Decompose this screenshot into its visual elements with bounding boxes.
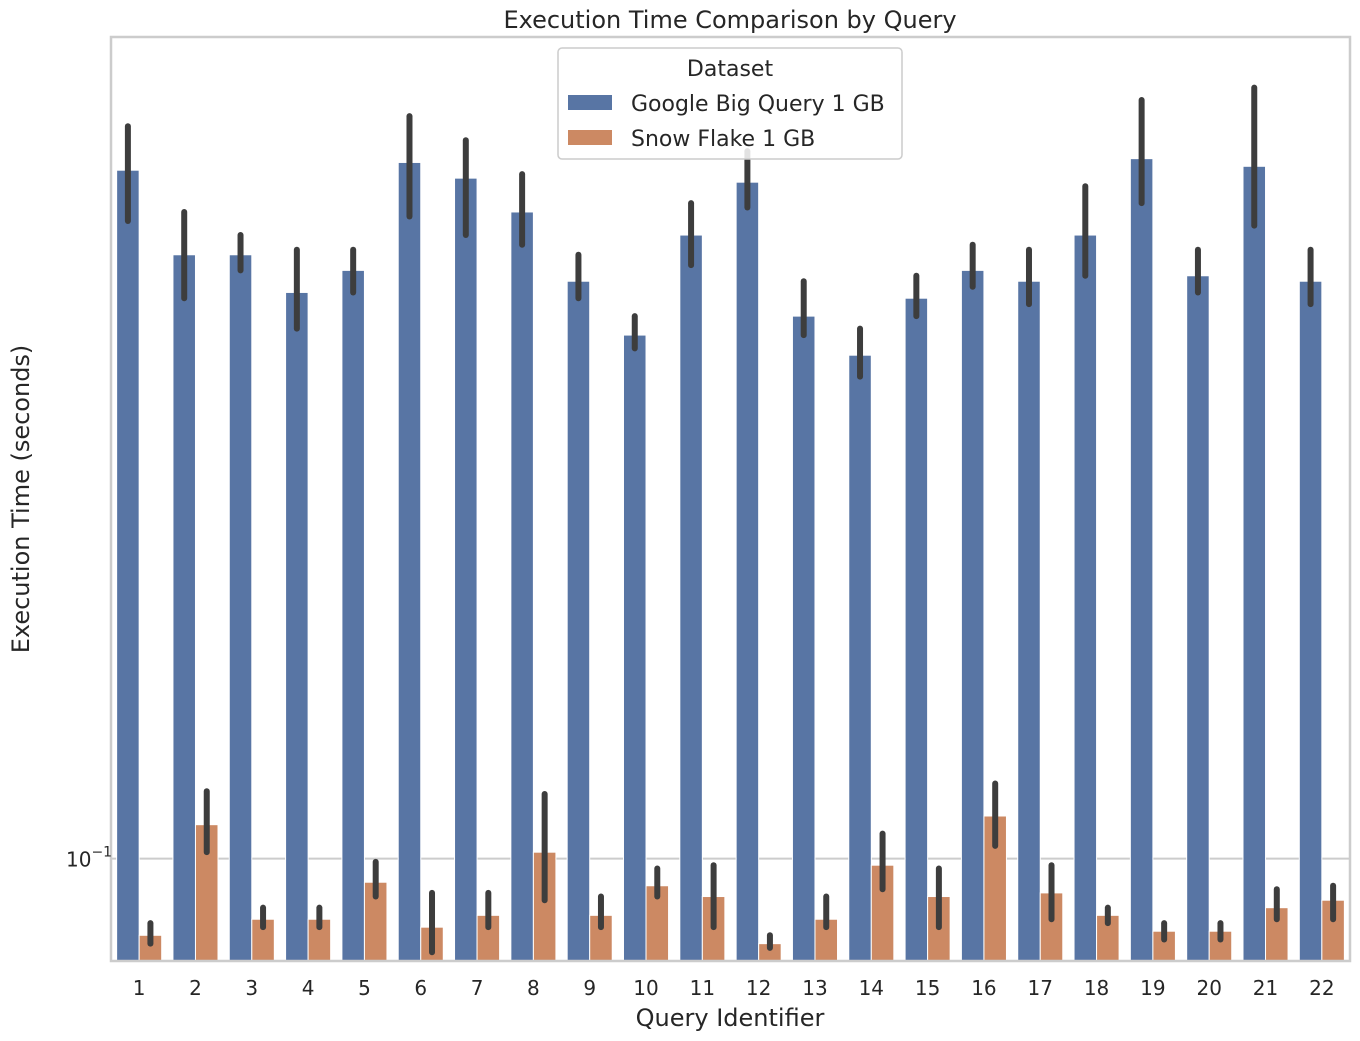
bar-q19-google-big-query xyxy=(1129,158,1154,962)
legend: Dataset Google Big Query 1 GB Snow Flake… xyxy=(557,47,903,160)
x-tick-label: 4 xyxy=(302,976,315,1000)
x-tick-label: 15 xyxy=(915,976,940,1000)
bar-q8-google-big-query xyxy=(510,211,534,962)
bar-q9-google-big-query xyxy=(566,280,591,962)
y-axis-label: Execution Time (seconds) xyxy=(7,345,35,654)
x-tick-label: 18 xyxy=(1084,976,1109,1000)
x-tick-label: 2 xyxy=(189,976,202,1000)
x-tick-label: 10 xyxy=(633,976,658,1000)
bar-q7-google-big-query xyxy=(454,177,478,962)
x-tick-label: 9 xyxy=(583,976,596,1000)
bar-q3-google-big-query xyxy=(228,254,253,962)
y-tick-labels: 10−1 xyxy=(66,845,112,872)
bar-q20-google-big-query xyxy=(1186,275,1210,962)
x-tick-label: 6 xyxy=(414,976,427,1000)
x-tick-labels: 1 2 3 4 5 6 7 8 9 10 11 12 13 14 15 16 17 18 19 20 21 22 xyxy=(133,976,1335,1000)
bar-q13-google-big-query xyxy=(791,315,816,962)
x-tick-label: 12 xyxy=(746,976,771,1000)
bar-q16-google-big-query xyxy=(960,269,985,962)
x-tick-label: 3 xyxy=(245,976,258,1000)
bar-q22-google-big-query xyxy=(1298,280,1323,962)
bar-q18-google-big-query xyxy=(1073,234,1098,962)
plot-frame xyxy=(109,35,1352,963)
bar-q14-google-big-query xyxy=(848,354,872,962)
legend-swatch-google-big-query xyxy=(568,95,612,110)
x-tick-label: 11 xyxy=(690,976,715,1000)
y-tick-label: 10−1 xyxy=(66,845,112,872)
x-tick-label: 16 xyxy=(971,976,996,1000)
bar-q4-google-big-query xyxy=(285,291,309,962)
x-tick-label: 21 xyxy=(1253,976,1278,1000)
legend-title: Dataset xyxy=(687,57,774,82)
bar-q12-google-big-query xyxy=(735,181,760,962)
legend-label-google-big-query: Google Big Query 1 GB xyxy=(631,92,885,117)
x-tick-label: 7 xyxy=(471,976,484,1000)
bar-q5-google-big-query xyxy=(341,269,365,962)
x-tick-label: 19 xyxy=(1140,976,1165,1000)
x-tick-label: 13 xyxy=(802,976,827,1000)
chart-title: Execution Time Comparison by Query xyxy=(503,6,956,34)
x-tick-label: 20 xyxy=(1196,976,1221,1000)
bars xyxy=(116,158,1345,962)
bar-q21-google-big-query xyxy=(1242,165,1267,962)
bar-q11-google-big-query xyxy=(679,234,703,962)
bar-q17-google-big-query xyxy=(1017,280,1041,962)
x-tick-label: 1 xyxy=(133,976,146,1000)
bar-q2-google-big-query xyxy=(172,254,196,962)
error-bars xyxy=(124,84,1337,956)
bar-q10-google-big-query xyxy=(622,334,647,962)
x-tick-label: 22 xyxy=(1309,976,1334,1000)
legend-label-snow-flake: Snow Flake 1 GB xyxy=(631,127,815,152)
x-tick-label: 17 xyxy=(1028,976,1053,1000)
x-tick-label: 14 xyxy=(859,976,884,1000)
legend-box xyxy=(557,47,903,160)
bar-q1-google-big-query xyxy=(116,169,140,962)
bar-q6-google-big-query xyxy=(397,161,422,962)
x-tick-label: 8 xyxy=(527,976,540,1000)
legend-swatch-snow-flake xyxy=(568,130,612,145)
x-axis-label: Query Identifier xyxy=(636,1004,825,1032)
bar-q15-google-big-query xyxy=(904,297,929,962)
x-tick-label: 5 xyxy=(358,976,371,1000)
